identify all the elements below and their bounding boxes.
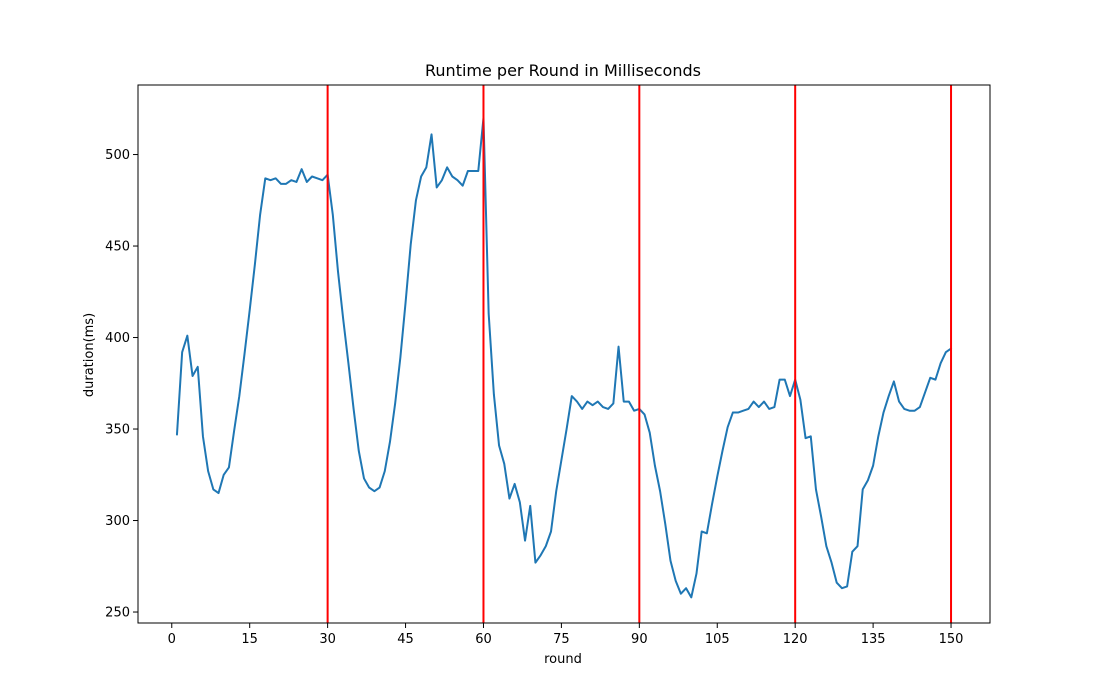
- x-tick-label: 45: [397, 632, 414, 647]
- y-tick-label: 450: [105, 240, 130, 255]
- x-tick-label: 135: [861, 632, 886, 647]
- x-tick-label: 105: [705, 632, 730, 647]
- x-tick-label: 120: [783, 632, 808, 647]
- series-line-0: [175, 116, 953, 599]
- chart-title: Runtime per Round in Milliseconds: [425, 61, 701, 80]
- y-tick-label: 350: [105, 423, 130, 438]
- plot-area: [175, 85, 953, 623]
- x-tick-label: 60: [475, 632, 492, 647]
- x-axis-label: round: [544, 652, 582, 667]
- x-tick-label: 15: [241, 632, 258, 647]
- x-tick-label: 30: [319, 632, 336, 647]
- axis-ticks: 0 15 30 45 60 75 90 105 120 135 150 250 300 350 400 450…: [105, 148, 963, 647]
- x-tick-label: 0: [168, 632, 176, 647]
- y-axis-label: duration(ms): [82, 313, 97, 397]
- x-tick-label: 75: [553, 632, 570, 647]
- y-tick-label: 500: [105, 148, 130, 163]
- x-tick-label: 150: [939, 632, 964, 647]
- x-tick-label: 90: [631, 632, 648, 647]
- plot-frame: [137, 84, 991, 624]
- y-tick-label: 300: [105, 514, 130, 529]
- y-tick-label: 400: [105, 331, 130, 346]
- y-tick-label: 250: [105, 606, 130, 621]
